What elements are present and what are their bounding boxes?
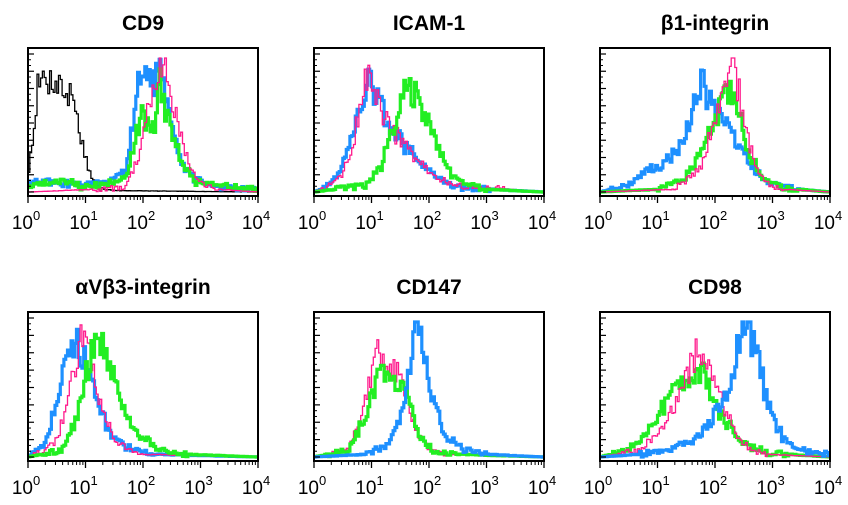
- x-tick-label: 102: [699, 473, 727, 499]
- histogram-panel: CD9 100 101 102 103 104: [12, 12, 270, 234]
- x-tick-label: 101: [641, 473, 669, 499]
- histogram-series: [314, 320, 544, 459]
- histogram-series: [600, 320, 830, 459]
- x-tick-label: 101: [355, 473, 383, 499]
- x-tick-label: 102: [127, 208, 155, 234]
- x-tick-label: 101: [69, 473, 97, 499]
- histogram-series: [28, 57, 258, 193]
- x-tick-label: 104: [242, 208, 270, 234]
- x-tick-label: 103: [470, 473, 498, 499]
- x-tick-label: 101: [355, 208, 383, 234]
- x-tick-label: 100: [298, 208, 326, 234]
- x-tick-label: 103: [184, 473, 212, 499]
- histogram-series: [314, 339, 544, 458]
- x-tick-label: 102: [127, 473, 155, 499]
- histogram-series: [28, 331, 258, 459]
- x-tick-label: 103: [756, 473, 784, 499]
- panel-title: CD147: [396, 276, 461, 299]
- x-tick-label: 102: [699, 208, 727, 234]
- x-tick-label: 104: [814, 208, 842, 234]
- plot-frame: [27, 47, 259, 197]
- x-tick-label: 103: [756, 208, 784, 234]
- histogram-panel: αVβ3-integrin 100 101 102 103 104: [12, 276, 270, 499]
- panel-title: αVβ3-integrin: [75, 276, 210, 299]
- x-tick-label: 103: [470, 208, 498, 234]
- histogram-series: [600, 338, 830, 458]
- x-tick-label: 100: [584, 473, 612, 499]
- histogram-panel: CD98 100 101 102 103 104: [584, 276, 842, 499]
- x-tick-label: 100: [298, 473, 326, 499]
- histogram-series: [600, 57, 830, 193]
- x-tick-label: 101: [69, 208, 97, 234]
- histogram-panel: β1-integrin 100 101 102 103 104: [584, 12, 842, 234]
- panel-title: ICAM-1: [393, 12, 466, 35]
- x-tick-label: 104: [242, 473, 270, 499]
- panel-title: CD98: [688, 276, 742, 299]
- histogram-panel: CD147 100 101 102 103 104: [298, 276, 556, 499]
- x-tick-label: 100: [12, 208, 40, 234]
- histogram-series: [28, 70, 258, 193]
- x-tick-label: 104: [814, 473, 842, 499]
- histogram-panel: ICAM-1 100 101 102 103 104: [298, 12, 556, 234]
- histogram-series: [314, 64, 544, 193]
- histogram-series: [600, 68, 830, 194]
- x-tick-label: 104: [528, 208, 556, 234]
- histogram-series: [314, 77, 544, 194]
- x-tick-label: 101: [641, 208, 669, 234]
- x-tick-label: 100: [584, 208, 612, 234]
- x-tick-label: 103: [184, 208, 212, 234]
- panel-title: β1-integrin: [661, 12, 770, 35]
- x-tick-label: 100: [12, 473, 40, 499]
- x-tick-label: 102: [413, 473, 441, 499]
- panel-title: CD9: [122, 12, 164, 35]
- histogram-series: [600, 79, 830, 194]
- x-tick-label: 102: [413, 208, 441, 234]
- x-tick-label: 104: [528, 473, 556, 499]
- histogram-series: [28, 67, 258, 193]
